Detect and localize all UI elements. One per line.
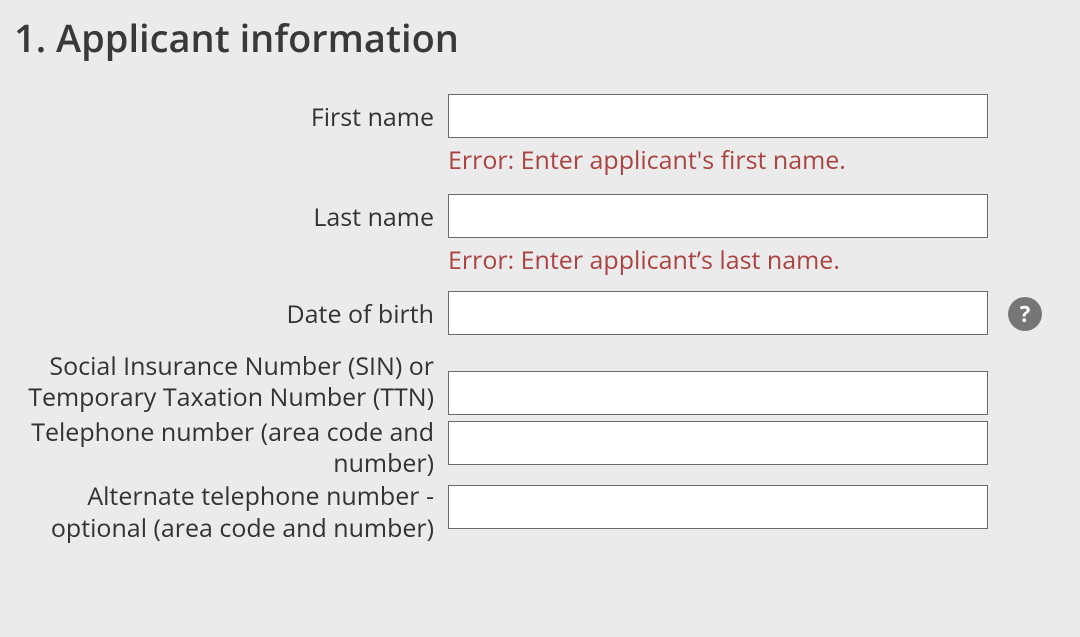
first-name-row: First name — [14, 94, 1066, 138]
last-name-label: Last name — [14, 194, 448, 233]
first-name-label: First name — [14, 94, 448, 133]
last-name-input[interactable] — [448, 194, 988, 238]
telephone-field-col — [448, 417, 988, 465]
telephone-row: Telephone number (area code and number) — [14, 417, 1066, 480]
dob-input[interactable] — [448, 291, 988, 335]
sin-row: Social Insurance Number (SIN) or Tempora… — [14, 351, 1066, 415]
alt-telephone-label: Alternate telephone number - optional (a… — [14, 481, 448, 544]
alt-telephone-row: Alternate telephone number - optional (a… — [14, 481, 1066, 544]
first-name-error: Error: Enter applicant's first name. — [448, 144, 988, 177]
last-name-row: Last name — [14, 194, 1066, 238]
sin-label: Social Insurance Number (SIN) or Tempora… — [14, 351, 448, 414]
sin-field-col — [448, 351, 988, 415]
alt-telephone-field-col — [448, 481, 988, 529]
last-name-field-col — [448, 194, 988, 238]
sin-input[interactable] — [448, 371, 988, 415]
section-title: 1. Applicant information — [14, 0, 1066, 94]
first-name-field-col — [448, 94, 988, 138]
dob-field-col — [448, 291, 988, 335]
dob-row: Date of birth ? — [14, 291, 1066, 335]
dob-label: Date of birth — [14, 291, 448, 330]
alt-telephone-input[interactable] — [448, 485, 988, 529]
help-icon[interactable]: ? — [1008, 297, 1042, 331]
applicant-form-section: 1. Applicant information First name Erro… — [0, 0, 1080, 558]
telephone-input[interactable] — [448, 421, 988, 465]
first-name-input[interactable] — [448, 94, 988, 138]
telephone-label: Telephone number (area code and number) — [14, 417, 448, 480]
last-name-error-row: Error: Enter applicant’s last name. — [14, 244, 1066, 277]
last-name-error: Error: Enter applicant’s last name. — [448, 244, 988, 277]
first-name-error-row: Error: Enter applicant's first name. — [14, 144, 1066, 177]
